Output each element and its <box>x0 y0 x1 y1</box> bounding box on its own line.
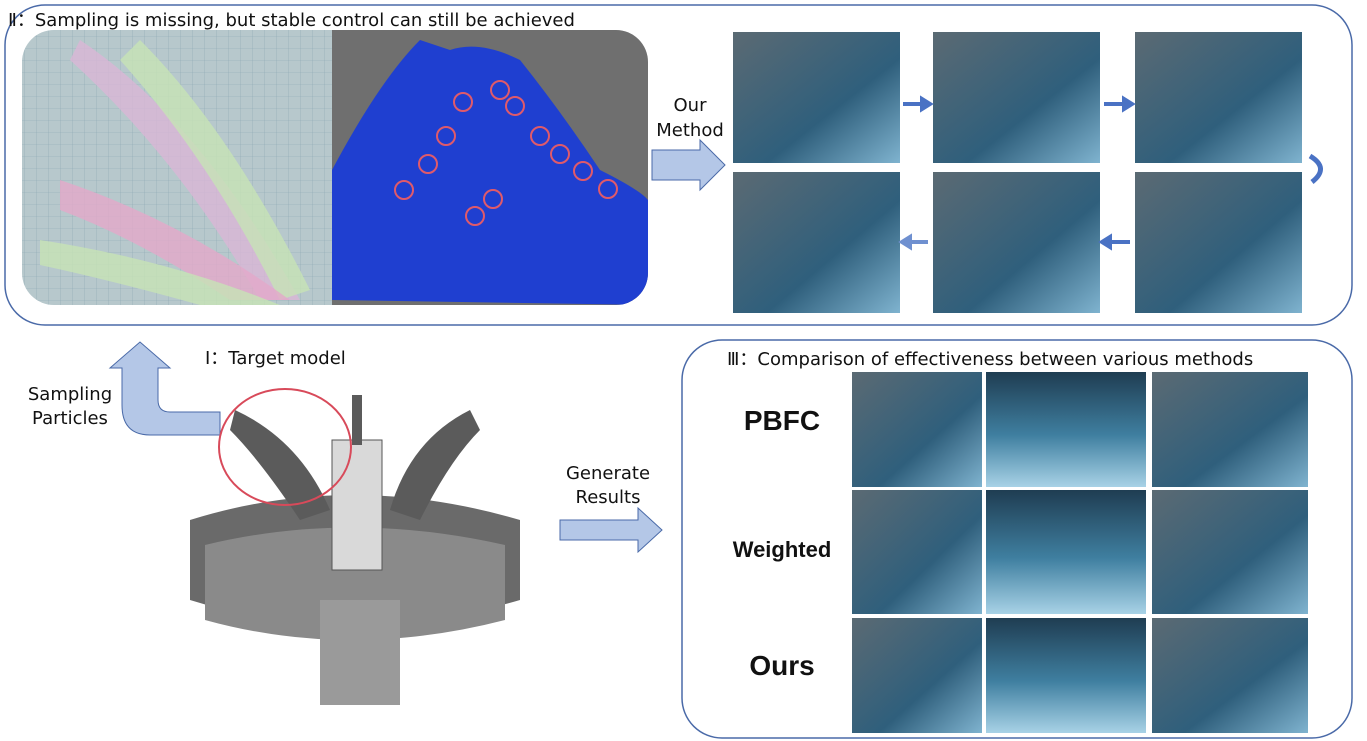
panel-title: Ⅱ：Sampling is missing, but stable contro… <box>8 6 575 32</box>
arrow-label: Method <box>656 120 724 141</box>
arrow-label: Generate <box>566 463 650 484</box>
target-model <box>190 395 520 705</box>
method-label: PBFC <box>744 405 820 437</box>
arrow-label: Particles <box>32 408 108 429</box>
arrow-label: Sampling <box>28 384 112 405</box>
comparison-images <box>852 372 1308 733</box>
sampling-image <box>22 30 648 305</box>
arrow <box>652 140 725 190</box>
method-label: Weighted <box>733 537 832 563</box>
panel-title: Ⅰ：Target model <box>205 344 346 370</box>
panel-title: Ⅲ：Comparison of effectiveness between va… <box>727 345 1253 371</box>
arrow-label: Results <box>576 487 641 508</box>
arrow <box>560 508 662 552</box>
page: Ⅱ：Sampling is missing, but stable contro… <box>0 0 1367 741</box>
method-label: Ours <box>749 650 814 682</box>
arrow-label: Our <box>674 95 707 116</box>
arrow <box>110 342 220 435</box>
sequence-frames <box>733 32 1321 313</box>
